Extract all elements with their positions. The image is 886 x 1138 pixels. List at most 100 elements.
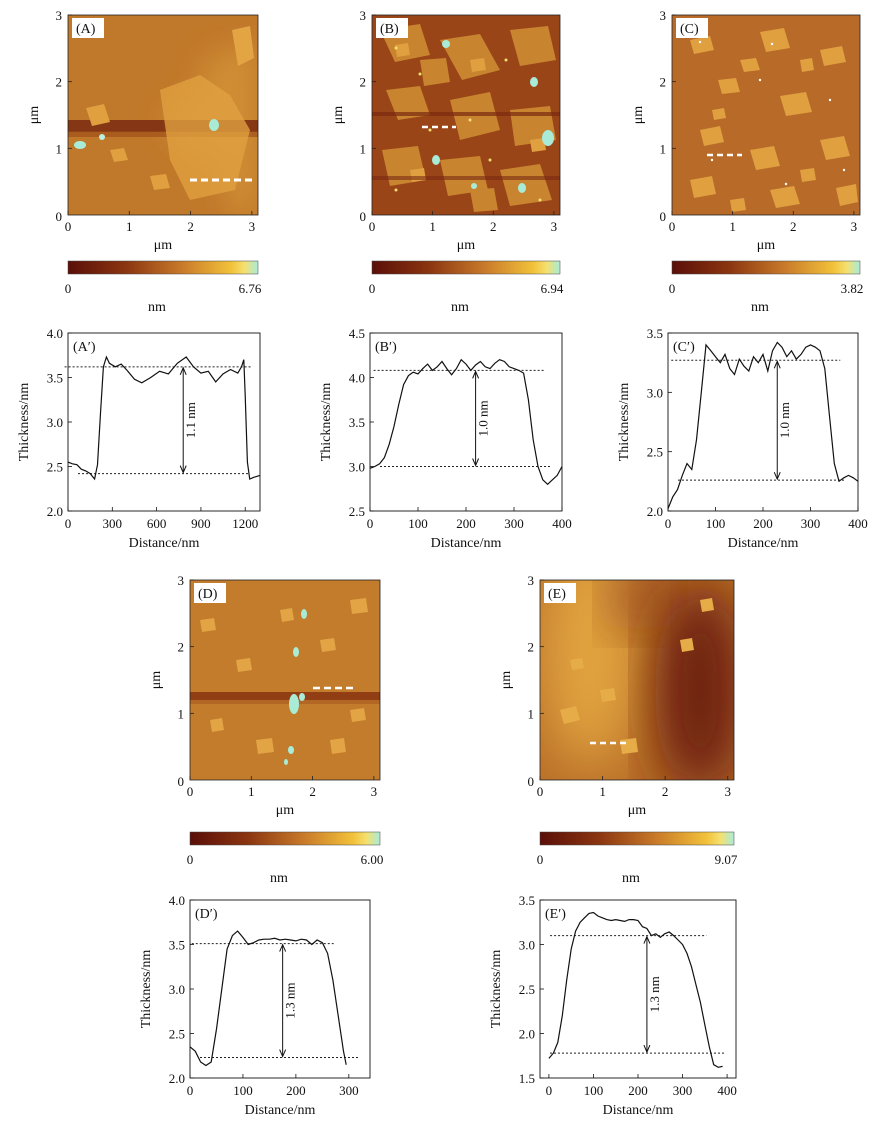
y-tick-label: 3.5: [169, 938, 185, 953]
profile-line: [667, 341, 859, 509]
x-tick-label: 0: [546, 1083, 553, 1098]
plot-frame: [369, 332, 563, 512]
y-tick-label: 3.0: [349, 460, 365, 475]
x-tick-label: 1: [599, 784, 606, 799]
afm-image-e: [540, 580, 734, 780]
x-tick-label: 0: [187, 1083, 194, 1098]
y-tick-label: 4.0: [169, 893, 185, 908]
profile-line: [548, 911, 723, 1068]
panel-label-box: [376, 18, 408, 38]
y-axis-title: Thickness/nm: [319, 383, 334, 462]
x-axis-title: μm: [457, 238, 476, 253]
x-tick-label: 200: [628, 1083, 648, 1098]
color-bar-max: 6.00: [361, 852, 384, 867]
y-tick-label: 3.5: [519, 893, 535, 908]
panel-label-box: [544, 583, 576, 603]
y-tick-label: 2.0: [519, 1027, 535, 1042]
x-tick-label: 300: [673, 1083, 693, 1098]
x-tick-label: 0: [65, 219, 72, 234]
x-tick-label: 1: [248, 784, 255, 799]
x-tick-label: 0: [369, 219, 376, 234]
x-tick-label: 2: [662, 784, 669, 799]
x-tick-label: 400: [717, 1083, 737, 1098]
y-tick-label: 2: [360, 75, 367, 90]
x-axis-title: Distance/nm: [431, 536, 502, 551]
y-tick-label: 2.0: [169, 1071, 185, 1086]
panel-label: (D′): [195, 907, 218, 922]
y-tick-label: 1: [56, 141, 63, 156]
panel-label: (D): [198, 587, 218, 602]
panel-label-box: [194, 583, 226, 603]
y-tick-label: 3.0: [519, 938, 535, 953]
x-tick-label: 300: [103, 516, 123, 531]
x-axis-title: μm: [628, 803, 647, 818]
y-tick-label: 3.0: [47, 415, 63, 430]
annotation-label: 1.3 nm: [647, 976, 662, 1012]
color-bar: [189, 831, 381, 846]
afm-image-a: [68, 15, 258, 215]
origin-label: 0: [178, 774, 185, 789]
afm-panel-3: (C) 0 1 2 3 1 2 3 0 μm μm 0 3.82 nm: [631, 8, 863, 315]
origin-label: 0: [56, 209, 63, 224]
color-bar: [67, 260, 259, 275]
x-tick-label: 1: [429, 219, 436, 234]
y-axis-title: μm: [27, 106, 42, 125]
annotation-label: 1.0 nm: [777, 402, 792, 438]
y-tick-label: 1: [660, 141, 667, 156]
y-tick-label: 2.0: [47, 504, 63, 519]
y-tick-label: 3: [56, 8, 63, 23]
x-tick-label: 300: [339, 1083, 359, 1098]
annotation-label: 1.0 nm: [476, 400, 491, 436]
color-bar-min: 0: [187, 852, 194, 867]
arrow-head-top: [279, 943, 287, 952]
y-axis-title: μm: [149, 671, 164, 690]
y-axis-title: Thickness/nm: [489, 950, 504, 1029]
afm-image-d: [190, 580, 380, 780]
y-tick-label: 1: [528, 706, 535, 721]
color-bar-unit: nm: [148, 300, 166, 315]
x-tick-label: 300: [504, 516, 524, 531]
x-tick-label: 2: [790, 219, 797, 234]
x-tick-label: 3: [249, 219, 256, 234]
color-bar: [371, 260, 561, 275]
x-tick-label: 200: [753, 516, 773, 531]
x-axis-title: Distance/nm: [129, 536, 200, 551]
color-bar-max: 3.82: [841, 281, 864, 296]
x-axis-title: Distance/nm: [603, 1103, 674, 1118]
color-bar-min: 0: [537, 852, 544, 867]
profile-line: [369, 358, 563, 486]
y-tick-label: 3.0: [169, 982, 185, 997]
y-tick-label: 1.5: [519, 1071, 535, 1086]
color-bar-max: 6.94: [541, 281, 564, 296]
x-tick-label: 1: [126, 219, 133, 234]
x-axis-title: μm: [154, 238, 173, 253]
x-tick-label: 0: [669, 219, 676, 234]
arrow-head-bottom: [279, 1049, 287, 1058]
x-tick-label: 200: [286, 1083, 306, 1098]
panel-label: (A): [76, 22, 96, 37]
profile-chart-3: 0 100 200 300 400 2.0 2.5 3.0 3.5 Distance/nm Thic…: [617, 326, 868, 551]
arrow-head-top: [472, 370, 480, 379]
y-tick-label: 2: [56, 75, 63, 90]
panel-label: (E): [548, 587, 566, 602]
y-tick-label: 3: [528, 573, 535, 588]
origin-label: 0: [660, 209, 667, 224]
x-axis-title: μm: [276, 803, 295, 818]
y-tick-label: 2.0: [647, 504, 663, 519]
panel-label: (A′): [73, 340, 96, 355]
arrow-head-bottom: [472, 458, 480, 467]
color-bar-min: 0: [369, 281, 376, 296]
y-tick-label: 2.5: [169, 1027, 185, 1042]
panel-label-box: [676, 18, 708, 38]
arrow-head-top: [179, 366, 187, 376]
color-bar-unit: nm: [751, 300, 769, 315]
x-tick-label: 600: [147, 516, 167, 531]
x-tick-label: 3: [724, 784, 731, 799]
y-tick-label: 2: [178, 640, 185, 655]
y-tick-label: 3: [178, 573, 185, 588]
panel-label: (B): [380, 22, 399, 37]
color-bar-unit: nm: [451, 300, 469, 315]
profile-chart-1: 0 300 600 900 1200 2.0 2.5 3.0 3.5 4.0 Distance/nm…: [17, 326, 261, 551]
annotation-label: 1.1 nm: [183, 402, 198, 438]
